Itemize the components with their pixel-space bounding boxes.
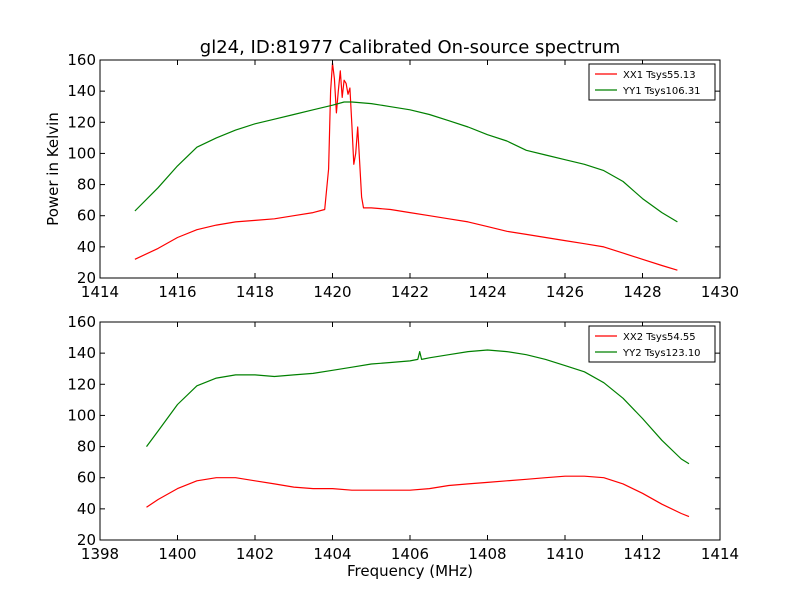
x-tick-label: 1424: [468, 283, 506, 301]
legend-entry-label: XX2 Tsys54.55: [623, 332, 696, 343]
legend-box: [588, 63, 716, 101]
x-tick-label: 1404: [313, 545, 351, 563]
x-tick-label: 1402: [236, 545, 274, 563]
y-tick-label: 120: [67, 375, 96, 393]
legend-entry-label: YY2 Tsys123.10: [622, 348, 701, 359]
series-line-yy2: [146, 349, 690, 465]
legend-entry-label: XX1 Tsys55.13: [623, 70, 696, 81]
x-tick-label: 1430: [701, 283, 739, 301]
y-axis-label: Power in Kelvin: [44, 112, 62, 226]
y-tick-label: 20: [77, 269, 96, 287]
x-tick-label: 1398: [81, 545, 119, 563]
legend: XX2 Tsys54.55 YY2 Tsys123.10: [588, 325, 716, 363]
x-tick-label: 1416: [158, 283, 196, 301]
x-tick-label: 1420: [313, 283, 351, 301]
y-tick-label: 140: [67, 82, 96, 100]
x-tick-label: 1412: [623, 545, 661, 563]
x-tick-label: 1418: [236, 283, 274, 301]
y-tick-label: 120: [67, 113, 96, 131]
x-tick-label: 1406: [391, 545, 429, 563]
y-tick-label: 60: [77, 207, 96, 225]
x-tick-label: 1408: [468, 545, 506, 563]
series-line-xx1: [134, 62, 678, 271]
y-tick-label: 80: [77, 438, 96, 456]
series-line-xx2: [146, 475, 690, 518]
x-tick-label: 1400: [158, 545, 196, 563]
x-tick-label: 1414: [81, 283, 119, 301]
y-tick-label: 80: [77, 176, 96, 194]
y-tick-label: 140: [67, 344, 96, 362]
y-tick-label: 20: [77, 531, 96, 549]
legend: XX1 Tsys55.13 YY1 Tsys106.31: [588, 63, 716, 101]
y-tick-label: 40: [77, 238, 96, 256]
x-tick-label: 1414: [701, 545, 739, 563]
legend-box: [588, 325, 716, 363]
y-tick-label: 160: [67, 313, 96, 331]
x-tick-label: 1422: [391, 283, 429, 301]
legend-entry-label: YY1 Tsys106.31: [622, 86, 701, 97]
y-tick-label: 160: [67, 51, 96, 69]
y-tick-label: 100: [67, 406, 96, 424]
y-tick-label: 40: [77, 500, 96, 518]
top-panel: 1414 1416 1418 1420 1422 1424 1426 1428 1430 20 40…: [44, 51, 739, 301]
series-line-yy1: [134, 101, 678, 223]
x-tick-label: 1410: [546, 545, 584, 563]
x-tick-label: 1426: [546, 283, 584, 301]
y-tick-label: 100: [67, 144, 96, 162]
x-axis-label: Frequency (MHz): [347, 562, 473, 580]
y-tick-label: 60: [77, 469, 96, 487]
bottom-panel: 1398 1400 1402 1404 1406 1408 1410 1412 1414 20 40…: [67, 313, 739, 580]
x-tick-label: 1428: [623, 283, 661, 301]
chart-title: gl24, ID:81977 Calibrated On-source spec…: [200, 37, 620, 58]
